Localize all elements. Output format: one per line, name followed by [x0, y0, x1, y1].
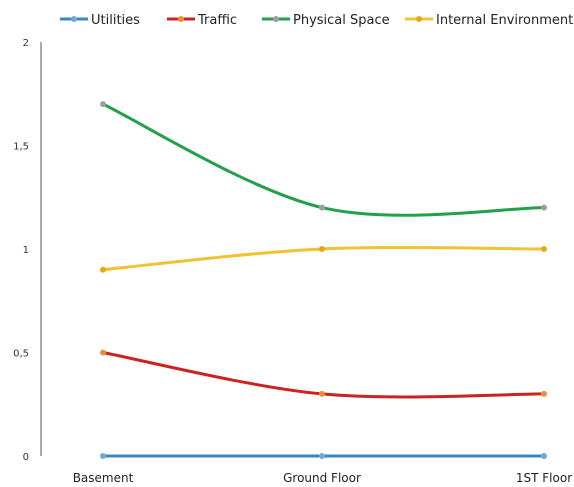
legend-label: Internal Environment [436, 13, 573, 28]
data-point-utilities [541, 453, 547, 459]
x-axis-labels: Basement Ground Floor 1ST Floor [73, 471, 572, 485]
y-tick-label: 0 [23, 452, 29, 463]
data-point-utilities [100, 453, 106, 459]
legend-item-utilities: Utilities [60, 13, 140, 28]
x-tick-label: Basement [73, 471, 134, 485]
legend-marker [178, 16, 184, 22]
data-point-utilities [319, 453, 325, 459]
legend-marker [71, 16, 77, 22]
data-point-traffic [541, 390, 547, 397]
legend-item-physical-space: Physical Space [262, 13, 390, 28]
data-point-internal-environment [319, 246, 325, 252]
data-point-traffic [319, 390, 325, 397]
legend-label: Physical Space [293, 13, 390, 28]
data-point-internal-environment [541, 246, 547, 252]
y-tick-label: 0,5 [13, 349, 29, 360]
legend-item-traffic: Traffic [167, 13, 237, 28]
x-tick-label: 1ST Floor [516, 471, 572, 485]
legend: Utilities Traffic Physical Space Internal E… [60, 13, 573, 28]
data-point-physical-space [100, 101, 106, 108]
y-tick-label: 2 [23, 38, 29, 49]
legend-marker [273, 16, 279, 22]
series-line-traffic [101, 351, 546, 399]
data-point-internal-environment [100, 266, 106, 273]
legend-marker [416, 16, 422, 22]
y-axis-ticks: 0 0,5 1 1,5 2 [13, 38, 29, 463]
y-tick-label: 1 [23, 245, 29, 256]
legend-label: Utilities [91, 13, 140, 28]
y-tick-label: 1,5 [13, 142, 29, 153]
data-point-physical-space [541, 204, 547, 211]
data-point-traffic [100, 349, 106, 356]
series-group [100, 101, 547, 459]
legend-label: Traffic [197, 13, 237, 28]
series-line-physical-space [101, 102, 546, 217]
data-point-physical-space [319, 204, 325, 211]
legend-item-internal-environment: Internal Environment [405, 13, 573, 28]
x-tick-label: Ground Floor [283, 471, 361, 485]
